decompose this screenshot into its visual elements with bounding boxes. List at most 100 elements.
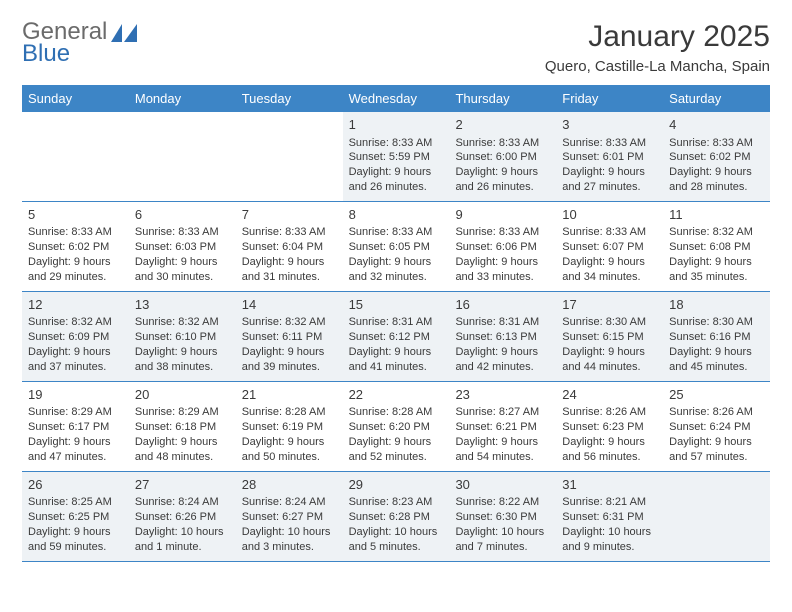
- daylight1-text: Daylight: 9 hours: [135, 435, 232, 450]
- day-cell: 21Sunrise: 8:28 AMSunset: 6:19 PMDayligh…: [236, 382, 343, 471]
- sunrise-text: Sunrise: 8:33 AM: [669, 136, 766, 151]
- sunrise-text: Sunrise: 8:33 AM: [455, 136, 552, 151]
- daylight2-text: and 42 minutes.: [455, 360, 552, 375]
- daylight2-text: and 47 minutes.: [28, 450, 125, 465]
- daylight2-text: and 3 minutes.: [242, 540, 339, 555]
- daylight2-text: and 26 minutes.: [455, 180, 552, 195]
- weekday-label: Tuesday: [236, 85, 343, 112]
- sunset-text: Sunset: 6:04 PM: [242, 240, 339, 255]
- sunset-text: Sunset: 6:24 PM: [669, 420, 766, 435]
- sunrise-text: Sunrise: 8:32 AM: [135, 315, 232, 330]
- sunset-text: Sunset: 6:25 PM: [28, 510, 125, 525]
- sunrise-text: Sunrise: 8:29 AM: [135, 405, 232, 420]
- daylight2-text: and 26 minutes.: [349, 180, 446, 195]
- daylight1-text: Daylight: 9 hours: [28, 345, 125, 360]
- daylight2-text: and 27 minutes.: [562, 180, 659, 195]
- day-cell: 10Sunrise: 8:33 AMSunset: 6:07 PMDayligh…: [556, 202, 663, 291]
- sunset-text: Sunset: 6:06 PM: [455, 240, 552, 255]
- day-cell: 19Sunrise: 8:29 AMSunset: 6:17 PMDayligh…: [22, 382, 129, 471]
- day-cell: [663, 472, 770, 561]
- day-number: 4: [669, 116, 766, 134]
- week-row: 26Sunrise: 8:25 AMSunset: 6:25 PMDayligh…: [22, 472, 770, 562]
- weekday-label: Saturday: [663, 85, 770, 112]
- daylight1-text: Daylight: 9 hours: [349, 435, 446, 450]
- daylight2-text: and 7 minutes.: [455, 540, 552, 555]
- sunset-text: Sunset: 6:01 PM: [562, 150, 659, 165]
- daylight1-text: Daylight: 9 hours: [28, 525, 125, 540]
- day-cell: 31Sunrise: 8:21 AMSunset: 6:31 PMDayligh…: [556, 472, 663, 561]
- week-row: 5Sunrise: 8:33 AMSunset: 6:02 PMDaylight…: [22, 202, 770, 292]
- daylight1-text: Daylight: 9 hours: [242, 345, 339, 360]
- sail-icon: [111, 24, 137, 42]
- weekday-label: Monday: [129, 85, 236, 112]
- daylight2-text: and 35 minutes.: [669, 270, 766, 285]
- daylight2-text: and 33 minutes.: [455, 270, 552, 285]
- daylight1-text: Daylight: 9 hours: [28, 255, 125, 270]
- day-cell: 23Sunrise: 8:27 AMSunset: 6:21 PMDayligh…: [449, 382, 556, 471]
- daylight1-text: Daylight: 9 hours: [242, 255, 339, 270]
- day-number: 25: [669, 386, 766, 404]
- daylight2-text: and 29 minutes.: [28, 270, 125, 285]
- sunset-text: Sunset: 6:07 PM: [562, 240, 659, 255]
- daylight2-text: and 54 minutes.: [455, 450, 552, 465]
- sunrise-text: Sunrise: 8:32 AM: [669, 225, 766, 240]
- day-cell: [129, 112, 236, 201]
- sunrise-text: Sunrise: 8:31 AM: [349, 315, 446, 330]
- sunset-text: Sunset: 6:00 PM: [455, 150, 552, 165]
- day-number: 16: [455, 296, 552, 314]
- daylight1-text: Daylight: 9 hours: [669, 255, 766, 270]
- day-number: 8: [349, 206, 446, 224]
- day-cell: 14Sunrise: 8:32 AMSunset: 6:11 PMDayligh…: [236, 292, 343, 381]
- sunset-text: Sunset: 6:02 PM: [669, 150, 766, 165]
- daylight1-text: Daylight: 10 hours: [135, 525, 232, 540]
- day-cell: 30Sunrise: 8:22 AMSunset: 6:30 PMDayligh…: [449, 472, 556, 561]
- day-cell: 1Sunrise: 8:33 AMSunset: 5:59 PMDaylight…: [343, 112, 450, 201]
- weekday-header: Sunday Monday Tuesday Wednesday Thursday…: [22, 85, 770, 112]
- weekday-label: Wednesday: [343, 85, 450, 112]
- daylight2-text: and 30 minutes.: [135, 270, 232, 285]
- sunset-text: Sunset: 6:13 PM: [455, 330, 552, 345]
- daylight2-text: and 38 minutes.: [135, 360, 232, 375]
- day-number: 11: [669, 206, 766, 224]
- daylight2-text: and 48 minutes.: [135, 450, 232, 465]
- week-row: 12Sunrise: 8:32 AMSunset: 6:09 PMDayligh…: [22, 292, 770, 382]
- sunset-text: Sunset: 6:26 PM: [135, 510, 232, 525]
- daylight1-text: Daylight: 9 hours: [242, 435, 339, 450]
- sunrise-text: Sunrise: 8:30 AM: [669, 315, 766, 330]
- sunset-text: Sunset: 6:19 PM: [242, 420, 339, 435]
- sunrise-text: Sunrise: 8:22 AM: [455, 495, 552, 510]
- sunset-text: Sunset: 6:03 PM: [135, 240, 232, 255]
- daylight1-text: Daylight: 10 hours: [349, 525, 446, 540]
- sunrise-text: Sunrise: 8:24 AM: [135, 495, 232, 510]
- sunrise-text: Sunrise: 8:27 AM: [455, 405, 552, 420]
- day-cell: 22Sunrise: 8:28 AMSunset: 6:20 PMDayligh…: [343, 382, 450, 471]
- calendar-page: General Blue January 2025 Quero, Castill…: [0, 0, 792, 572]
- day-cell: 4Sunrise: 8:33 AMSunset: 6:02 PMDaylight…: [663, 112, 770, 201]
- day-cell: 25Sunrise: 8:26 AMSunset: 6:24 PMDayligh…: [663, 382, 770, 471]
- day-cell: 29Sunrise: 8:23 AMSunset: 6:28 PMDayligh…: [343, 472, 450, 561]
- week-row: 1Sunrise: 8:33 AMSunset: 5:59 PMDaylight…: [22, 112, 770, 202]
- day-cell: 24Sunrise: 8:26 AMSunset: 6:23 PMDayligh…: [556, 382, 663, 471]
- daylight1-text: Daylight: 9 hours: [349, 255, 446, 270]
- location-text: Quero, Castille-La Mancha, Spain: [545, 58, 770, 75]
- sunrise-text: Sunrise: 8:26 AM: [669, 405, 766, 420]
- weeks-container: 1Sunrise: 8:33 AMSunset: 5:59 PMDaylight…: [22, 112, 770, 562]
- daylight2-text: and 9 minutes.: [562, 540, 659, 555]
- daylight2-text: and 34 minutes.: [562, 270, 659, 285]
- sunset-text: Sunset: 6:21 PM: [455, 420, 552, 435]
- daylight1-text: Daylight: 9 hours: [562, 345, 659, 360]
- day-number: 17: [562, 296, 659, 314]
- day-number: 6: [135, 206, 232, 224]
- header: General Blue January 2025 Quero, Castill…: [22, 20, 770, 75]
- daylight1-text: Daylight: 9 hours: [562, 435, 659, 450]
- daylight2-text: and 59 minutes.: [28, 540, 125, 555]
- day-cell: 3Sunrise: 8:33 AMSunset: 6:01 PMDaylight…: [556, 112, 663, 201]
- day-number: 14: [242, 296, 339, 314]
- sunset-text: Sunset: 6:05 PM: [349, 240, 446, 255]
- daylight1-text: Daylight: 9 hours: [669, 345, 766, 360]
- day-cell: 7Sunrise: 8:33 AMSunset: 6:04 PMDaylight…: [236, 202, 343, 291]
- day-cell: 15Sunrise: 8:31 AMSunset: 6:12 PMDayligh…: [343, 292, 450, 381]
- weekday-label: Sunday: [22, 85, 129, 112]
- day-cell: [22, 112, 129, 201]
- sunset-text: Sunset: 6:08 PM: [669, 240, 766, 255]
